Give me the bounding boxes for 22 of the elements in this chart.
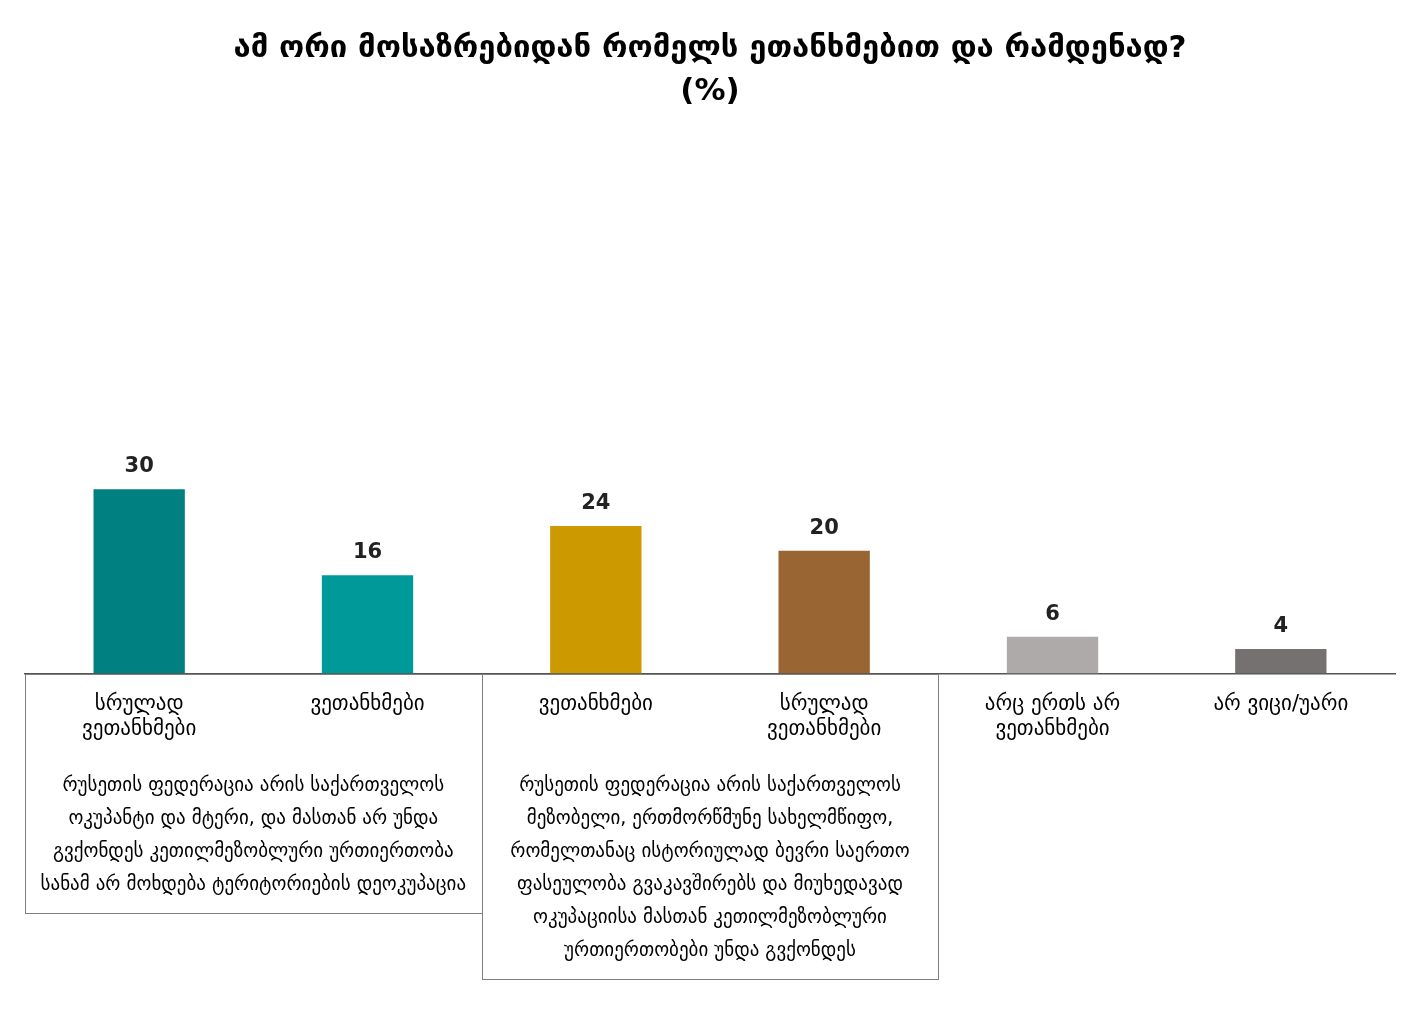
text: რუსეთის ფედერაცია არის საქართველოს მეზობელი, ერთმორწმუნე სახელმწიფო, რომელთანაც ისტორიულად ბევრი საერთო ფასეულობა გვაკავშირებს და მიუხედავად ოკუპაციისა მასთან კეთილმეზობლური ურთიერთობები უნდა გვქონდეს: [509, 772, 911, 963]
x-tick-label: ვეთანხმები: [538, 690, 653, 715]
data-label: 4: [1273, 612, 1289, 637]
x-tick-label: არ ვიცი/უარი: [1213, 690, 1349, 715]
chart-subtitle: (%): [680, 70, 740, 107]
x-tick-label: სრულად ვეთანხმები: [767, 690, 882, 740]
x-tick-label: სრულად ვეთანხმები: [82, 690, 197, 740]
data-label: 24: [581, 490, 611, 515]
bar: [1235, 649, 1327, 674]
data-label: 20: [809, 514, 839, 539]
bar: [778, 550, 870, 674]
bar: [93, 489, 185, 674]
data-label: 6: [1045, 600, 1060, 625]
x-tick-label: არც ერთს არ ვეთანხმები: [984, 690, 1121, 740]
bar: [1006, 636, 1099, 674]
bar: [321, 575, 414, 674]
data-label: 30: [124, 453, 154, 478]
text: რუსეთის ფედერაცია არის საქართველოს ოკუპანტი და მტერი, და მასთან არ უნდა გვქონდეს კეთილმეზობლური ურთიერთობა სანამ არ მოხდება ტერიტორიების დეოკუპაცია: [39, 772, 468, 897]
chart-title: ამ ორი მოსაზრებიდან რომელს ეთანხმებით და რამდენად?: [233, 27, 1187, 64]
data-label: 16: [352, 539, 383, 564]
x-tick-label: ვეთანხმები: [310, 690, 425, 715]
bar: [550, 526, 642, 674]
